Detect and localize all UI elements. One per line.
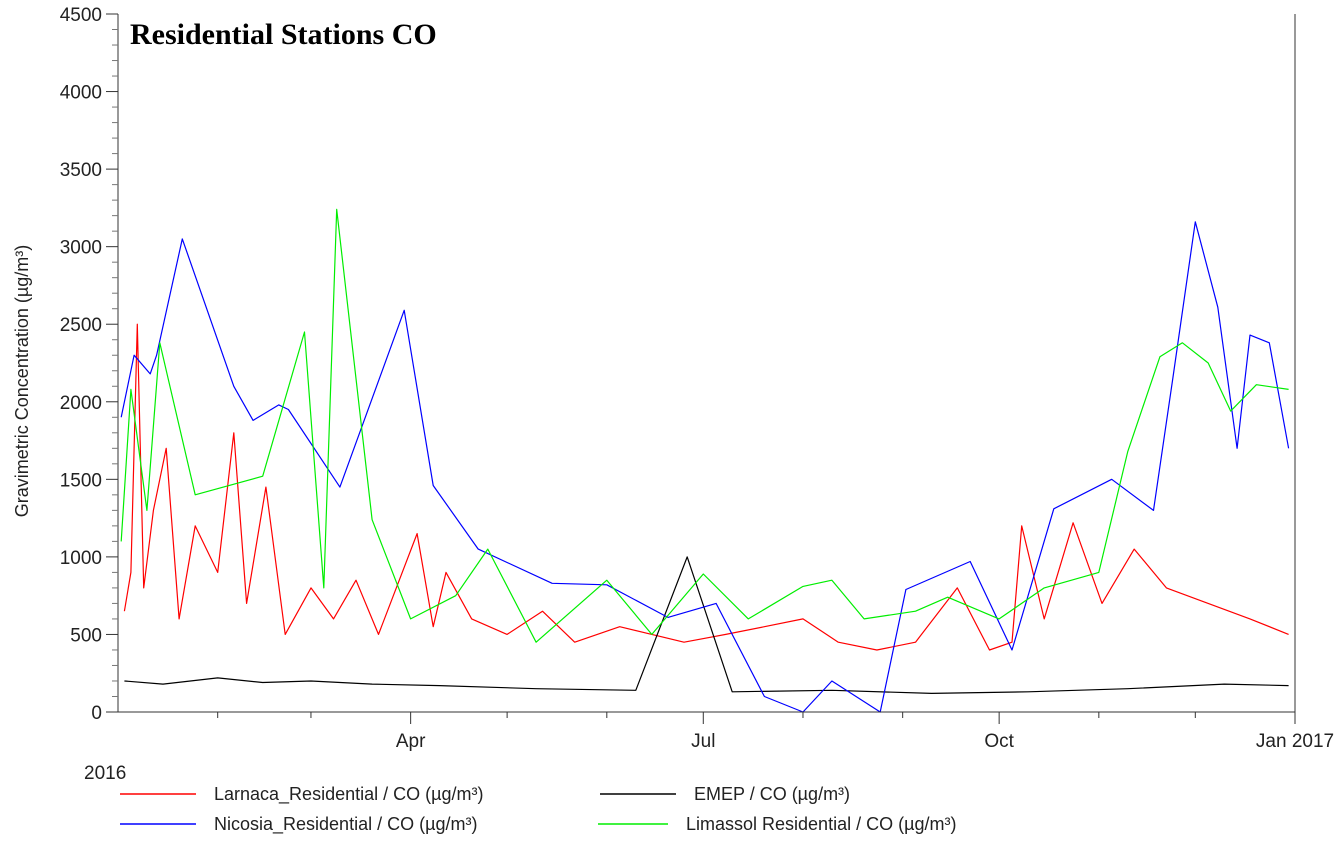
y-tick-label: 500 — [70, 625, 102, 646]
y-tick-label: 2500 — [60, 315, 102, 336]
y-tick-label: 1500 — [60, 470, 102, 491]
legend-label: Nicosia_Residential / CO (µg/m³) — [214, 814, 477, 835]
y-tick-label: 3000 — [60, 238, 102, 259]
legend-label: Larnaca_Residential / CO (µg/m³) — [214, 784, 483, 805]
series-line-2 — [120, 221, 1290, 713]
legend-label: EMEP / CO (µg/m³) — [694, 784, 850, 804]
y-tick-label: 3500 — [60, 160, 102, 181]
series-line-3 — [120, 208, 1289, 643]
chart-title: Residential Stations CO — [130, 18, 437, 51]
series-line-0 — [123, 323, 1289, 651]
x-tick-label: Jul — [691, 731, 715, 752]
y-tick-label: 1000 — [60, 548, 102, 569]
series-layer — [120, 208, 1290, 713]
x-tick-label: Apr — [396, 731, 426, 752]
y-axis-label: Gravimetric Concentration (µg/m³) — [12, 245, 32, 517]
x-ticks: Apr Jul Oct Jan 2017 — [217, 712, 1334, 752]
x-tick-label: Jan 2017 — [1256, 731, 1334, 752]
legend-label: Limassol Residential / CO (µg/m³) — [686, 814, 956, 834]
legend: Larnaca_Residential / CO (µg/m³) EMEP / C… — [120, 784, 956, 835]
x-tick-label: Oct — [984, 731, 1014, 752]
y-tick-label: 2000 — [60, 393, 102, 414]
y-tick-label: 4500 — [60, 5, 102, 26]
y-tick-label: 4000 — [60, 83, 102, 104]
y-ticks: 0 500 1000 1500 2000 2500 3000 3500 4000 4500 — [60, 5, 118, 724]
x-start-year-label: 2016 — [84, 763, 126, 784]
plot-area — [118, 14, 1295, 712]
y-tick-label: 0 — [91, 703, 102, 724]
series-line-1 — [124, 556, 1289, 694]
